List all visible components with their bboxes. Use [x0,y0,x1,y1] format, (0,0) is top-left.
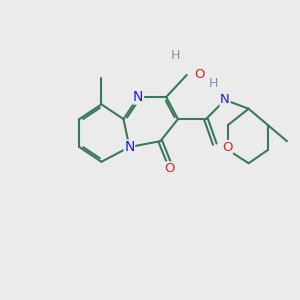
Text: O: O [222,141,232,154]
Text: H: H [170,49,180,62]
Text: N: N [124,140,135,154]
Text: H: H [208,77,218,90]
Text: O: O [164,162,174,175]
Text: O: O [194,68,205,81]
Text: N: N [220,93,230,106]
Text: N: N [133,90,143,104]
